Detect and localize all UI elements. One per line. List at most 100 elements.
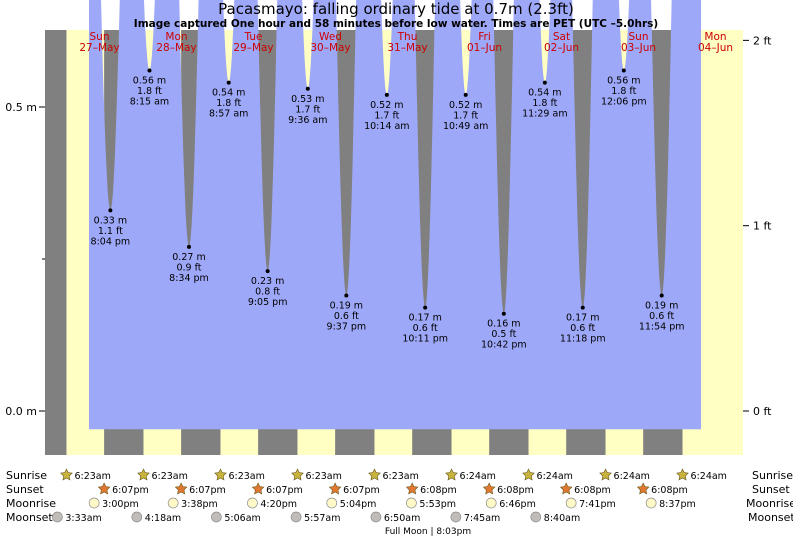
- low-tide-label: 8:04 pm: [91, 236, 131, 247]
- sunset-icon-shape: [97, 482, 111, 495]
- axes: 0.0 m0.5 m1.0 m1.5 m0 ft1 ft2 ft3 ft4 ft…: [5, 34, 772, 418]
- sunrise-time: 6:23am: [74, 471, 110, 482]
- sunrise-icon: [291, 468, 304, 481]
- moonset-icon: [290, 511, 302, 523]
- low-tide-label: 0.6 ft: [570, 323, 595, 334]
- low-tide-label: 0.54 m: [528, 88, 561, 99]
- moonset-time: 7:45am: [464, 513, 500, 524]
- sunrise-icon: [522, 468, 535, 481]
- low-tide-label: 0.23 m: [251, 276, 284, 287]
- sunset-icon-shape: [174, 482, 188, 495]
- moonrise-time: 8:37pm: [659, 499, 696, 510]
- low-tide-label: 0.54 m: [212, 88, 245, 99]
- sunrise-time: 6:24am: [614, 471, 650, 482]
- day-weekday: Fri: [478, 31, 491, 43]
- left-axis-label: 0.5 m: [5, 101, 37, 114]
- low-tide-label: 1.7 ft: [453, 110, 478, 121]
- sunset-icon-shape: [405, 482, 419, 495]
- low-tide-label: 1.7 ft: [374, 110, 399, 121]
- tide-fill: [89, 0, 701, 430]
- moonrise-time: 4:20pm: [260, 499, 297, 510]
- low-tide-point: [542, 80, 547, 85]
- sunset-row-label-right: Sunset: [752, 483, 790, 496]
- sunset-time: 6:07pm: [112, 485, 149, 496]
- sunset-time: 6:08pm: [497, 485, 534, 496]
- low-tide-label: 9:37 pm: [327, 321, 367, 332]
- day-weekday: Tue: [244, 31, 263, 43]
- sunrise-icon-shape: [214, 468, 227, 481]
- low-tide-label: 0.53 m: [291, 94, 324, 105]
- low-tide-label: 0.6 ft: [413, 323, 438, 334]
- day-date: 31–May: [387, 42, 427, 54]
- sunset-time: 6:08pm: [574, 485, 611, 496]
- moonrise-time: 3:38pm: [181, 499, 218, 510]
- moonrise-icon: [167, 497, 179, 509]
- sunrise-time: 6:24am: [537, 471, 573, 482]
- low-tide-label: 1.1 ft: [98, 226, 123, 237]
- sunset-time: 6:07pm: [189, 485, 226, 496]
- day-weekday: Mon: [704, 31, 726, 43]
- low-tide-label: 0.17 m: [408, 313, 441, 324]
- low-tide-label: 0.52 m: [449, 100, 482, 111]
- right-axis-label: 0 ft: [753, 405, 772, 418]
- sunset-icon: [174, 482, 188, 495]
- low-tide-label: 1.7 ft: [295, 104, 320, 115]
- moonset-time: 3:33am: [65, 513, 101, 524]
- moonrise-row-label-right: Moonrise: [746, 497, 793, 510]
- day-date: 02–Jun: [544, 42, 579, 54]
- sunrise-icon-shape: [291, 468, 304, 481]
- sunrise-icon: [599, 468, 612, 481]
- sunrise-icon-shape: [60, 468, 73, 481]
- low-tide-label: 8:15 am: [130, 97, 169, 108]
- sunrise-icon: [445, 468, 458, 481]
- low-tide-label: 9:05 pm: [248, 297, 288, 308]
- sunrise-icon: [60, 468, 73, 481]
- low-tide-label: 1.8 ft: [611, 86, 636, 97]
- sunset-icon-shape: [482, 482, 496, 495]
- low-tide-label: 0.16 m: [487, 319, 520, 330]
- day-weekday: Sat: [553, 31, 570, 43]
- tide-labels: 1:28 pm3.8 ft1.17 m0.33 m1.1 ft8:04 pm2:…: [91, 68, 685, 351]
- sunrise-time: 6:24am: [691, 471, 727, 482]
- sunset-icon-shape: [251, 482, 265, 495]
- low-tide-label: 0.5 ft: [491, 329, 516, 340]
- day-date: 04–Jun: [698, 42, 733, 54]
- sunset-icon: [559, 482, 573, 495]
- low-tide-point: [463, 92, 468, 97]
- low-tide-label: 0.27 m: [172, 252, 205, 263]
- low-tide-label: 0.52 m: [370, 100, 403, 111]
- moonrise-time: 5:53pm: [419, 499, 456, 510]
- day-date: 29–May: [233, 42, 273, 54]
- low-tide-label: 1.8 ft: [532, 98, 557, 109]
- sunset-icon: [328, 482, 342, 495]
- moonrise-time: 6:46pm: [499, 499, 536, 510]
- sunrise-icon: [368, 468, 381, 481]
- day-date: 27–May: [79, 42, 119, 54]
- low-tide-point: [108, 208, 113, 213]
- sunrise-icon-shape: [368, 468, 381, 481]
- day-date: 28–May: [156, 42, 196, 54]
- moonset-icon: [450, 511, 462, 523]
- day-date: 30–May: [310, 42, 350, 54]
- sunset-icon-shape: [636, 482, 650, 495]
- sunrise-time: 6:23am: [151, 471, 187, 482]
- sunset-time: 6:07pm: [343, 485, 380, 496]
- chart-subtitle: Image captured One hour and 58 minutes b…: [134, 18, 658, 30]
- right-axis-label: 2 ft: [753, 34, 772, 47]
- low-tide-label: 0.9 ft: [176, 262, 201, 273]
- sunrise-icon: [214, 468, 227, 481]
- moonrise-icon: [485, 497, 497, 509]
- tide-area: [89, 0, 701, 430]
- sunset-time: 6:08pm: [651, 485, 688, 496]
- low-tide-label: 0.6 ft: [649, 311, 674, 322]
- moonset-row-label-left: Moonset: [6, 511, 53, 524]
- low-tide-label: 0.19 m: [330, 300, 363, 311]
- low-tide-point: [186, 244, 191, 249]
- sunset-icon: [636, 482, 650, 495]
- moonrise-row-label-left: Moonrise: [6, 497, 56, 510]
- moonrise-time: 5:04pm: [340, 499, 377, 510]
- low-tide-label: 10:49 am: [443, 121, 488, 132]
- moonset-time: 6:50am: [384, 513, 420, 524]
- sunrise-time: 6:23am: [305, 471, 341, 482]
